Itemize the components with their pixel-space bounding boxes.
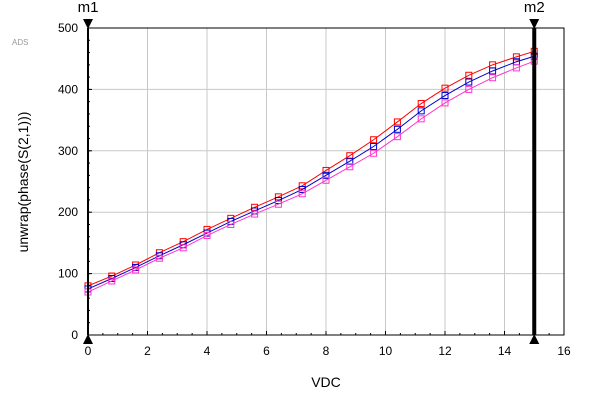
x-tick-label: 4 (204, 344, 211, 358)
data-point (346, 163, 354, 171)
data-point (465, 78, 473, 86)
data-point (274, 200, 282, 208)
marker-label: m1 (78, 0, 99, 16)
x-tick-label: 12 (438, 344, 452, 358)
data-point (322, 171, 330, 179)
data-point (441, 84, 449, 92)
y-tick-label: 0 (71, 328, 78, 342)
x-tick-label: 2 (144, 344, 151, 358)
data-point (108, 277, 116, 285)
data-point (179, 244, 187, 252)
marker-top-arrow (529, 19, 540, 29)
series-3 (84, 57, 538, 296)
series-line (87, 50, 535, 287)
marker-bottom-arrow (529, 334, 540, 344)
marker-m2[interactable]: m2 (524, 0, 545, 344)
data-point (417, 100, 425, 108)
data-point (417, 107, 425, 115)
tick-labels: 0 2 4 6 8 10 12 14 16 0 100 200 300 400 500 (58, 21, 571, 358)
data-point (465, 71, 473, 79)
data-point (274, 193, 282, 201)
x-tick-label: 10 (379, 344, 393, 358)
data-point (298, 182, 306, 190)
marker-layer: m1 m2 (78, 0, 545, 344)
data-point (227, 220, 235, 228)
data-point (393, 125, 401, 133)
ads-watermark: ADS (12, 38, 28, 47)
data-point (274, 197, 282, 205)
data-point (251, 203, 259, 211)
data-point (512, 53, 520, 61)
data-point (298, 190, 306, 198)
data-point (489, 67, 497, 75)
y-tick-label: 500 (58, 21, 78, 35)
data-point (441, 99, 449, 107)
marker-m1[interactable]: m1 (78, 0, 99, 344)
marker-top-arrow (83, 19, 93, 29)
data-point (155, 254, 163, 262)
data-point (298, 185, 306, 193)
marker-bottom-arrow (83, 334, 93, 344)
x-tick-label: 8 (323, 344, 330, 358)
data-point (441, 92, 449, 100)
data-point (132, 266, 140, 274)
x-tick-label: 6 (263, 344, 270, 358)
data-point (417, 115, 425, 123)
data-point (203, 232, 211, 240)
y-tick-label: 300 (58, 144, 78, 158)
data-point (393, 118, 401, 126)
y-tick-label: 400 (58, 82, 78, 96)
grid (87, 27, 565, 336)
series-line (87, 55, 535, 290)
x-axis-title: VDC (311, 374, 341, 390)
data-point (322, 176, 330, 184)
series-line (87, 60, 535, 293)
y-tick-label: 100 (58, 267, 78, 281)
data-point (370, 143, 378, 151)
marker-label: m2 (524, 0, 545, 16)
series-layer (84, 47, 538, 296)
data-point (251, 210, 259, 218)
y-axis-title: unwrap(phase(S(2,1))) (15, 112, 31, 253)
x-tick-label: 0 (85, 344, 92, 358)
data-point (370, 136, 378, 144)
data-point (512, 64, 520, 72)
series-1 (84, 47, 538, 290)
data-point (393, 133, 401, 141)
data-point (489, 74, 497, 82)
data-point (465, 85, 473, 93)
y-tick-label: 200 (58, 205, 78, 219)
data-point (322, 166, 330, 174)
data-point (370, 149, 378, 157)
x-tick-label: 14 (498, 344, 512, 358)
x-tick-label: 16 (557, 344, 571, 358)
